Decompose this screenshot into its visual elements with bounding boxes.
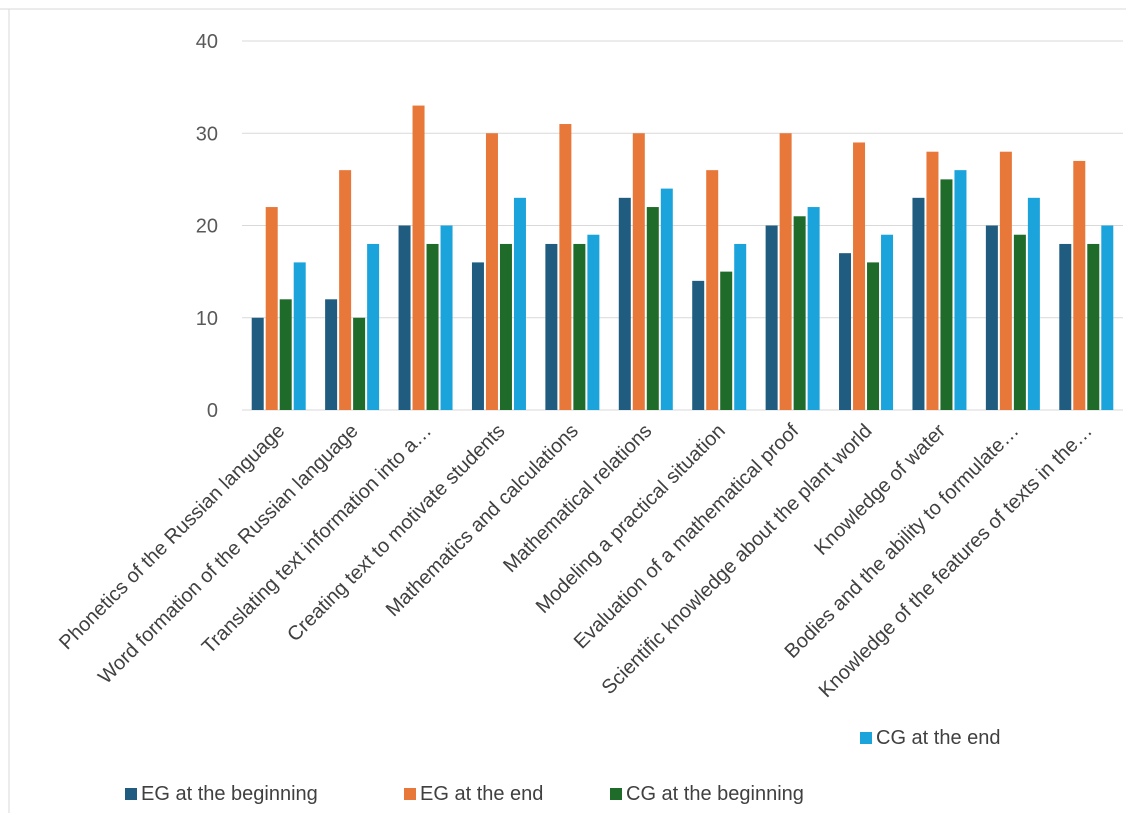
bars [251, 105, 1114, 411]
bar [485, 133, 498, 410]
x-category-label: Word formation of the Russian language [94, 420, 362, 688]
bar [839, 253, 852, 410]
x-category-label: Mathematical relations [499, 420, 656, 577]
bar [618, 197, 631, 410]
bar [853, 142, 866, 410]
legend-swatch [610, 788, 622, 800]
bar [1059, 243, 1072, 410]
legend-swatch [404, 788, 416, 800]
bar [412, 105, 425, 410]
bar [367, 243, 380, 410]
bar [954, 170, 967, 410]
bar [440, 225, 453, 410]
bar [499, 243, 512, 410]
bar [293, 262, 306, 410]
legend-label: CG at the end [876, 727, 1001, 749]
bar [1087, 243, 1100, 410]
bar [881, 234, 894, 410]
y-tick-label: 30 [196, 123, 218, 145]
bar [353, 317, 366, 410]
legend-label: EG at the beginning [141, 783, 318, 805]
bar [471, 262, 484, 410]
bar [1013, 234, 1026, 410]
bar [573, 243, 586, 410]
legend-label: EG at the end [420, 783, 543, 805]
bar [940, 179, 953, 410]
bar [1027, 197, 1040, 410]
bar [339, 170, 352, 410]
bar [398, 225, 411, 410]
bar [1101, 225, 1114, 410]
bar [706, 170, 719, 410]
gridlines [242, 40, 1123, 411]
legend-swatch [860, 732, 872, 744]
bar [867, 262, 880, 410]
x-category-label: Knowledge of the features of texts in th… [815, 420, 1097, 702]
bar [632, 133, 645, 410]
bar [279, 299, 292, 410]
y-tick-label: 40 [196, 31, 218, 53]
y-tick-label: 0 [207, 400, 218, 422]
bar [926, 151, 939, 410]
bar [999, 151, 1012, 410]
bar [660, 188, 673, 410]
bar [587, 234, 600, 410]
bar [559, 124, 572, 411]
bar [985, 225, 998, 410]
legend: EG at the beginning EG at the end CG at th… [125, 727, 1001, 805]
x-category-label: Knowledge of water [810, 420, 950, 560]
bar [692, 280, 705, 410]
bar [734, 243, 747, 410]
legend-swatch [125, 788, 137, 800]
bar [1073, 160, 1086, 410]
y-axis-ticks: 0 10 20 30 40 [196, 31, 218, 422]
y-tick-label: 10 [196, 308, 218, 330]
bar [251, 317, 264, 410]
bar [793, 216, 806, 410]
bar [807, 207, 820, 410]
bar [720, 271, 733, 410]
bar [513, 197, 526, 410]
bar [646, 207, 659, 410]
bar [545, 243, 558, 410]
bar [779, 133, 792, 410]
x-category-label: Scientific knowledge about the plant wor… [598, 420, 877, 699]
bar [912, 197, 925, 410]
bar [426, 243, 439, 410]
bar [325, 299, 338, 410]
bar [765, 225, 778, 410]
bar [265, 207, 278, 410]
legend-label: CG at the beginning [626, 783, 804, 805]
y-tick-label: 20 [196, 216, 218, 238]
